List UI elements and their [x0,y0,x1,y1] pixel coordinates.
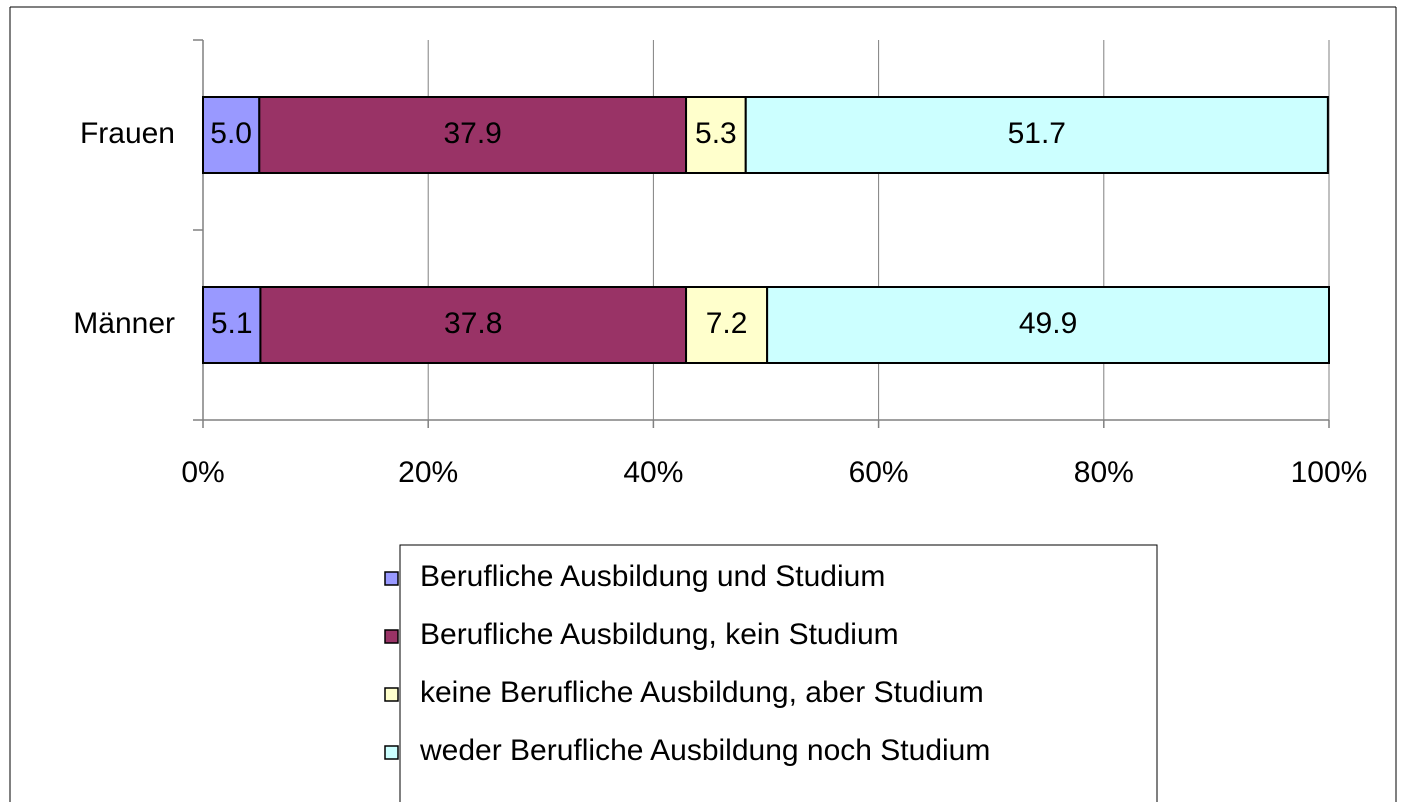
data-label: 5.3 [695,117,737,150]
data-label: 49.9 [1019,307,1077,340]
legend [399,544,1158,802]
data-label: 5.0 [210,117,252,150]
y-tick-label: Frauen [80,117,175,150]
bar-segment [744,96,1329,174]
x-tick-label: 0% [181,456,224,489]
data-label: 37.9 [443,117,501,150]
data-label: 37.8 [444,307,502,340]
bar-segment [202,96,261,174]
data-label: 51.7 [1008,117,1066,150]
legend-swatch [384,687,399,702]
bar-segment [766,286,1330,364]
data-label: 5.1 [211,307,253,340]
bar-segment [259,286,688,364]
legend-label: Berufliche Ausbildung und Studium [420,560,885,593]
legend-swatch [384,571,399,586]
y-tick-label: Männer [73,307,175,340]
legend-label: keine Berufliche Ausbildung, aber Studiu… [420,676,984,709]
bar-segment [258,96,688,174]
x-tick-label: 60% [849,456,909,489]
x-tick-label: 100% [1291,456,1368,489]
legend-label: weder Berufliche Ausbildung noch Studium [419,734,990,767]
x-tick-label: 40% [623,456,683,489]
bar-segment [685,96,747,174]
x-tick-label: 80% [1074,456,1134,489]
x-tick-label: 20% [398,456,458,489]
data-label: 7.2 [706,307,748,340]
legend-swatch [384,629,399,644]
legend-swatch [384,745,399,760]
legend-label: Berufliche Ausbildung, kein Studium [420,618,899,651]
